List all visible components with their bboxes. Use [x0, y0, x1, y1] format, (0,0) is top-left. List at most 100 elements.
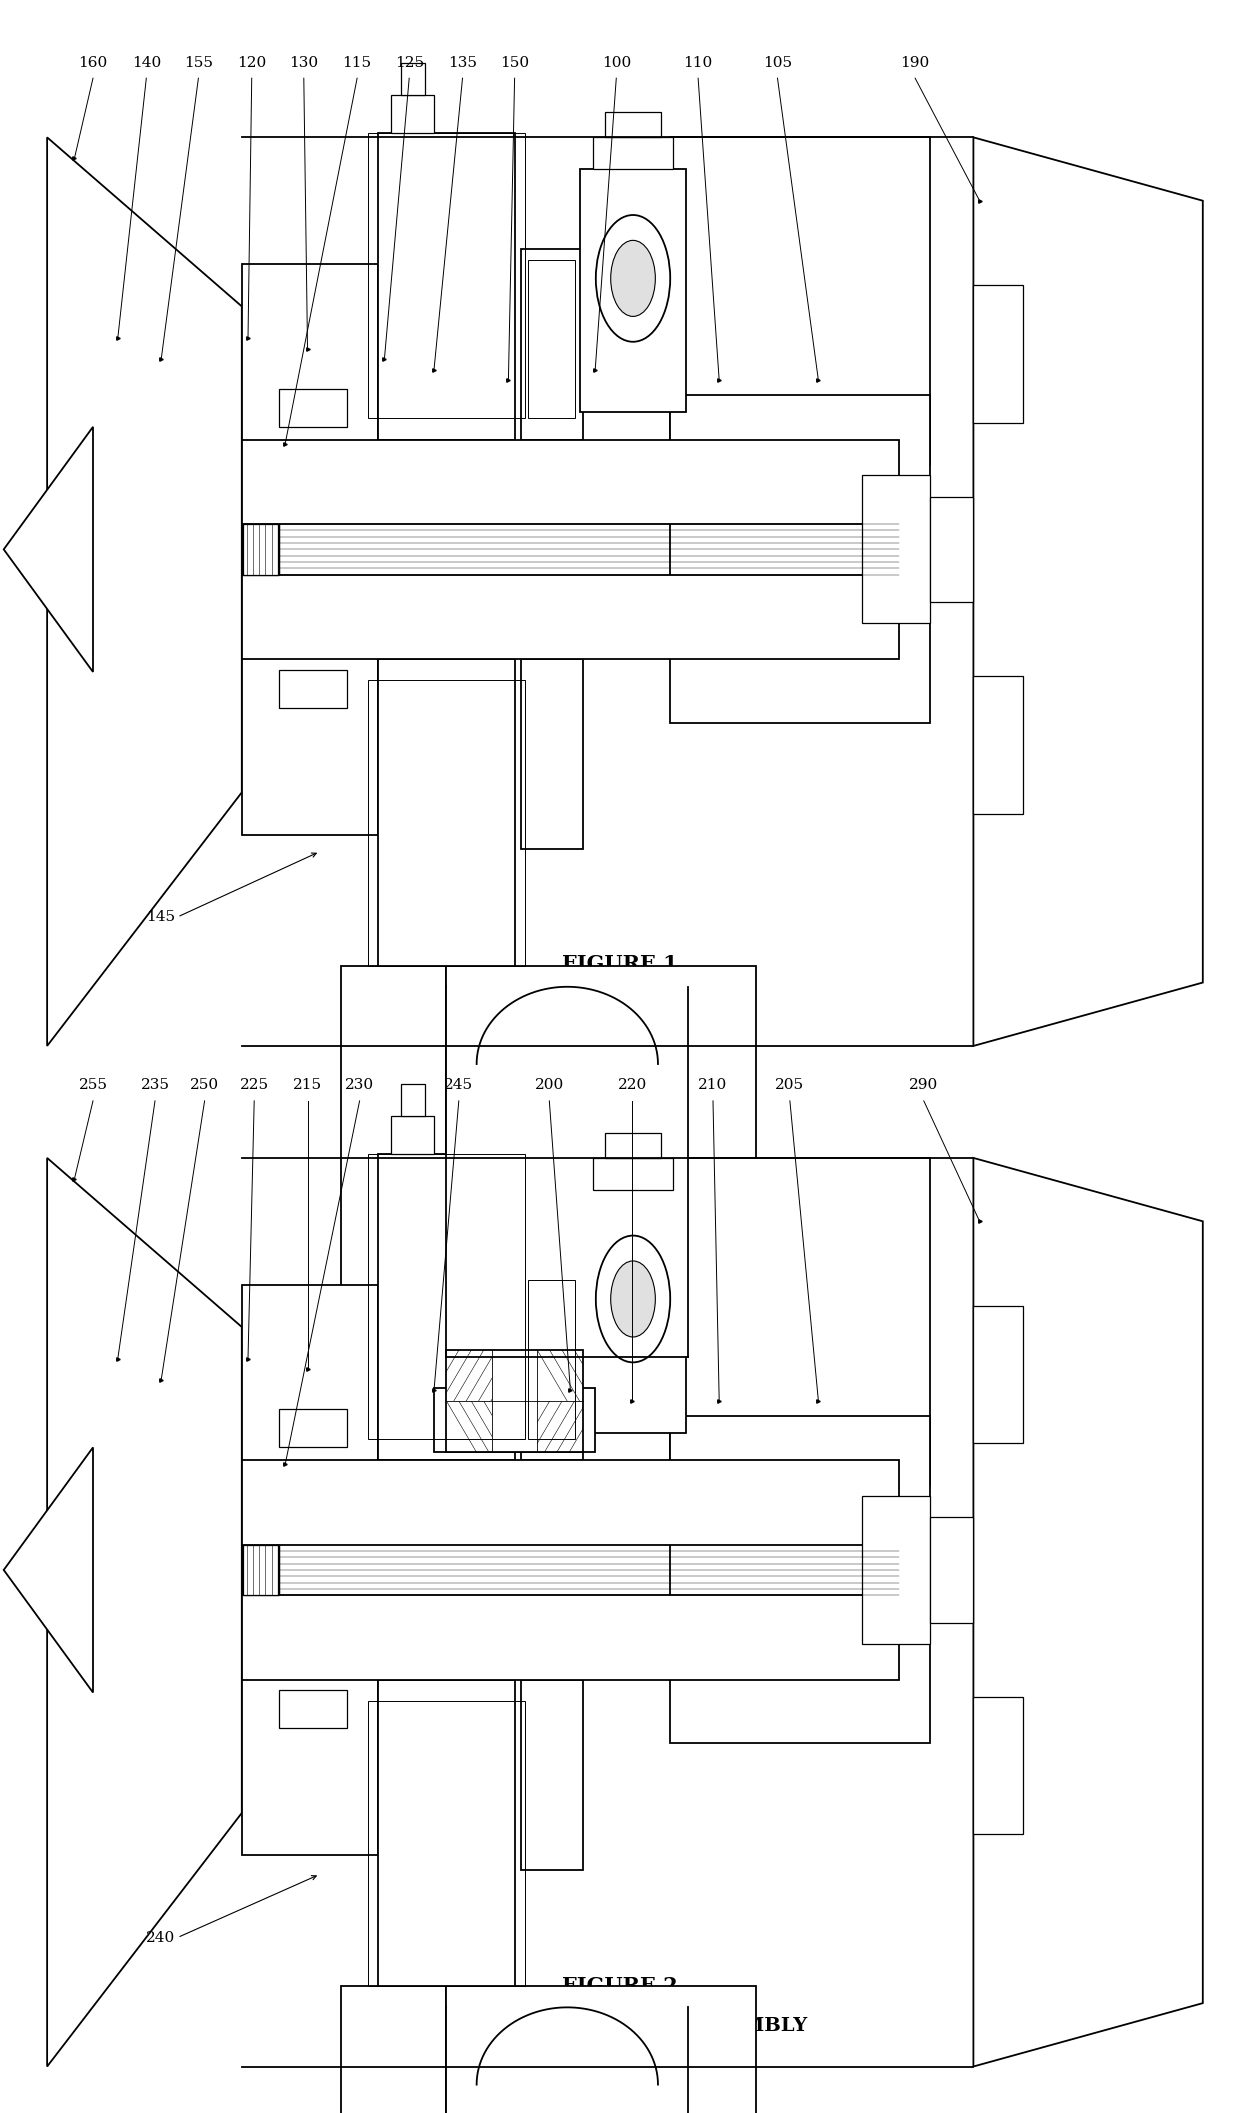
Bar [242, 1545, 279, 1595]
Text: 205: 205 [775, 1078, 805, 1092]
Text: ANOTHER PRIOR ART ASSEMBLY: ANOTHER PRIOR ART ASSEMBLY [433, 2018, 807, 2035]
Text: PRIOR ART ASSEMBLY: PRIOR ART ASSEMBLY [492, 993, 748, 1010]
Bar [670, 1158, 930, 1485]
Bar [242, 465, 279, 634]
Bar [528, 1280, 575, 1439]
Bar [521, 249, 583, 440]
Text: 160: 160 [78, 55, 108, 70]
Bar [862, 475, 930, 623]
Text: 145: 145 [146, 911, 175, 923]
Bar [580, 1190, 686, 1433]
Polygon shape [341, 1986, 446, 2113]
Polygon shape [446, 2007, 688, 2113]
Text: 215: 215 [293, 1078, 322, 1092]
Text: 200: 200 [534, 1078, 564, 1092]
Text: 115: 115 [342, 55, 372, 70]
Bar [446, 1350, 583, 1452]
Text: 130: 130 [289, 55, 319, 70]
Bar [242, 524, 279, 575]
Bar [378, 133, 515, 440]
Polygon shape [4, 427, 93, 672]
Text: 150: 150 [500, 55, 529, 70]
Text: 100: 100 [601, 55, 631, 70]
Bar [378, 1680, 515, 1986]
Circle shape [596, 1236, 671, 1363]
Bar [521, 1270, 583, 1460]
Bar [279, 670, 347, 708]
Bar [973, 285, 1023, 423]
Text: 135: 135 [448, 55, 477, 70]
Bar [378, 659, 515, 966]
Text: 255: 255 [78, 1078, 108, 1092]
Bar [973, 1697, 1023, 1834]
Bar [279, 389, 347, 427]
Bar [670, 137, 930, 465]
Bar [528, 260, 575, 418]
Bar [368, 680, 525, 966]
Text: 220: 220 [618, 1078, 647, 1092]
Text: 245: 245 [444, 1078, 474, 1092]
Bar [242, 264, 378, 465]
Bar [368, 1701, 525, 1986]
Bar [401, 1084, 425, 1116]
Bar [242, 575, 899, 659]
Bar [521, 1680, 583, 1870]
Bar [930, 1517, 973, 1623]
Bar [973, 1306, 1023, 1443]
Text: 210: 210 [698, 1078, 728, 1092]
Text: 240: 240 [146, 1931, 176, 1944]
Bar [242, 1460, 899, 1545]
Circle shape [611, 1261, 656, 1338]
Text: 250: 250 [190, 1078, 219, 1092]
Polygon shape [446, 1986, 756, 2113]
Bar [580, 169, 686, 412]
Text: 235: 235 [140, 1078, 170, 1092]
Bar [242, 1485, 279, 1654]
Bar [670, 395, 930, 723]
Bar [593, 1158, 673, 1190]
Text: FIGURE 1: FIGURE 1 [562, 953, 678, 974]
Bar [593, 137, 673, 169]
Text: 225: 225 [239, 1078, 269, 1092]
Polygon shape [47, 137, 242, 1046]
Bar [242, 1595, 899, 1680]
Bar [930, 497, 973, 602]
Bar [279, 1409, 347, 1447]
Bar [242, 440, 899, 524]
Text: 110: 110 [683, 55, 713, 70]
Bar [243, 1545, 278, 1595]
Bar [521, 659, 583, 849]
Bar [378, 1154, 515, 1460]
Text: 230: 230 [345, 1078, 374, 1092]
Text: 105: 105 [763, 55, 792, 70]
Text: 190: 190 [900, 55, 930, 70]
Bar [279, 1690, 347, 1728]
Bar [243, 524, 278, 575]
Bar [242, 1654, 378, 1855]
Polygon shape [973, 137, 1203, 1046]
Circle shape [596, 216, 671, 342]
Bar [368, 133, 525, 418]
Text: FIGURE 2: FIGURE 2 [562, 1976, 678, 1997]
Bar [391, 95, 434, 133]
Polygon shape [446, 987, 688, 1357]
Text: 155: 155 [184, 55, 213, 70]
Bar [391, 1116, 434, 1154]
Bar [368, 1154, 525, 1439]
Bar [973, 676, 1023, 814]
Bar [242, 634, 378, 835]
Text: 125: 125 [394, 55, 424, 70]
Bar [605, 1133, 661, 1158]
Text: 140: 140 [131, 55, 161, 70]
Polygon shape [446, 966, 756, 1388]
Bar [862, 1496, 930, 1644]
Bar [401, 63, 425, 95]
Bar [242, 1285, 378, 1485]
Polygon shape [4, 1447, 93, 1693]
Bar [670, 1416, 930, 1743]
Text: 120: 120 [237, 55, 267, 70]
Bar [434, 1388, 595, 1452]
Polygon shape [341, 966, 446, 1388]
Bar [605, 112, 661, 137]
Polygon shape [973, 1158, 1203, 2067]
